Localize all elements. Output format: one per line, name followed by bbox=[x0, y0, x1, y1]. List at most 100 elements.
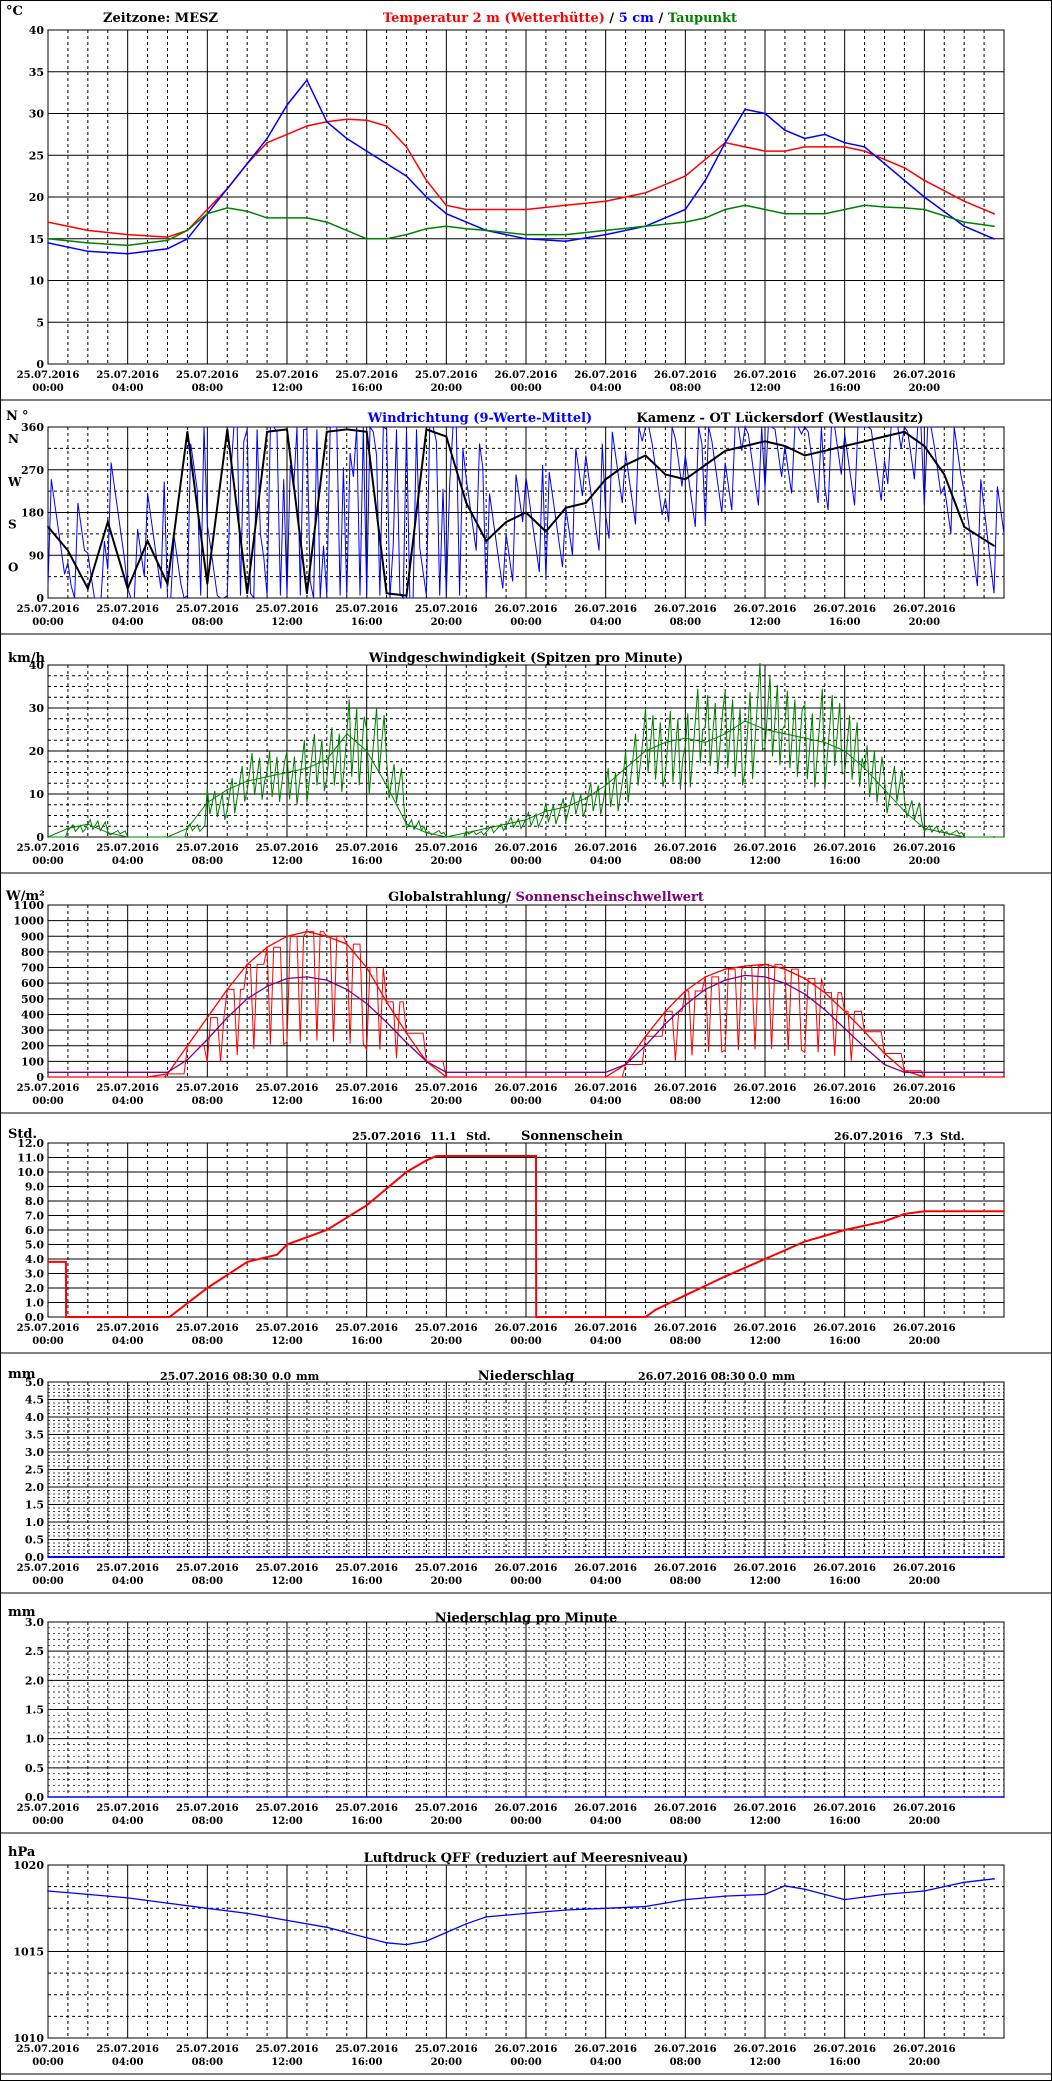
radiation-series-1-point bbox=[684, 990, 687, 992]
series-line-1-point bbox=[863, 150, 866, 152]
wind-direction-mean-line-point bbox=[724, 449, 727, 452]
series-line-2-point bbox=[604, 233, 607, 236]
x-tick-date: 25.07.2016 bbox=[256, 604, 319, 615]
radiation-series-2-point bbox=[325, 979, 328, 981]
x-tick-time: 04:00 bbox=[112, 1096, 144, 1107]
series-line-2-point bbox=[764, 112, 766, 115]
wind-direction-line bbox=[47, 425, 1005, 600]
x-tick-time: 20:00 bbox=[431, 1576, 463, 1587]
wind-direction-mean-line-point bbox=[505, 521, 507, 523]
wind-speed-line-point bbox=[963, 836, 966, 838]
series-line-1-point bbox=[445, 204, 448, 207]
series-line-1-point bbox=[883, 158, 886, 161]
y-tick-label: 2.0 bbox=[25, 1481, 44, 1494]
wind-speed-line-point bbox=[843, 750, 846, 752]
pressure-line-point bbox=[385, 1941, 388, 1944]
series-line-1-point bbox=[644, 191, 647, 194]
radiation-series-2-point bbox=[664, 1022, 667, 1025]
series-line-1-point bbox=[764, 150, 766, 152]
x-tick-time: 00:00 bbox=[32, 1096, 64, 1107]
pressure-line-point bbox=[843, 1898, 846, 1901]
radiation-series-1-point bbox=[206, 1016, 209, 1019]
y-tick-label: 600 bbox=[21, 977, 44, 990]
series-line-3-point bbox=[465, 227, 468, 230]
series-line-3-point bbox=[345, 229, 348, 232]
y-tick-label: 900 bbox=[21, 930, 44, 943]
radiation-series-2-point bbox=[286, 977, 288, 980]
pressure-line-point bbox=[963, 1881, 966, 1884]
series-line-3-point bbox=[604, 229, 607, 232]
pressure-line-point bbox=[883, 1893, 886, 1896]
x-tick-time: 08:00 bbox=[670, 856, 702, 867]
x-tick-time: 12:00 bbox=[271, 1816, 303, 1827]
wind-speed-line-point bbox=[425, 831, 428, 834]
wind-direction-mean-line-point bbox=[286, 428, 288, 431]
y-tick-label: 360 bbox=[21, 421, 44, 434]
y-tick-label: 0 bbox=[36, 831, 44, 844]
chart-title: Luftdruck QFF (reduziert auf Meeresnivea… bbox=[364, 1851, 689, 1866]
radiation-series-1-point bbox=[843, 1010, 846, 1013]
x-tick-time: 08:00 bbox=[192, 617, 224, 628]
radiation-series-2-point bbox=[903, 1071, 906, 1074]
series-line-1-point bbox=[286, 133, 288, 136]
radiation-series-2-point bbox=[604, 1071, 607, 1074]
series-line-2-point bbox=[465, 221, 468, 223]
pressure-line-point bbox=[405, 1943, 408, 1946]
x-tick-time: 16:00 bbox=[829, 2057, 861, 2068]
series-line-3-point bbox=[863, 204, 866, 207]
pressure-line-point bbox=[644, 1905, 647, 1908]
y-tick-label: 300 bbox=[21, 1024, 44, 1037]
x-tick-time: 12:00 bbox=[749, 856, 781, 867]
radiation-series-1-point bbox=[226, 988, 229, 991]
chart-panel-5: 0.01.0 2.03.0 4.05.0 6.07.0 8.09.0 10.011.0 12… bbox=[8, 1127, 1005, 1347]
timezone-label: Zeitzone: MESZ bbox=[103, 11, 218, 26]
series-line-1-point bbox=[425, 179, 428, 182]
y-tick-label: 7.0 bbox=[25, 1210, 44, 1223]
series-line-3-point bbox=[684, 221, 687, 223]
x-tick-date: 26.07.2016 bbox=[893, 1323, 956, 1334]
x-tick-date: 25.07.2016 bbox=[415, 604, 478, 615]
y-unit-label: °C bbox=[6, 4, 23, 19]
x-tick-time: 12:00 bbox=[749, 383, 781, 394]
x-tick-time: 04:00 bbox=[590, 617, 622, 628]
y-unit-label: hPa bbox=[8, 1845, 36, 1860]
wind-direction-mean-line-point bbox=[385, 592, 388, 595]
series-line-1-point bbox=[405, 146, 408, 148]
series-line-2-point bbox=[86, 250, 89, 253]
x-tick-time: 20:00 bbox=[431, 1336, 463, 1347]
x-tick-date: 26.07.2016 bbox=[654, 1803, 717, 1814]
wind-direction-mean-line-point bbox=[803, 454, 806, 457]
series-line-3-point bbox=[47, 237, 49, 240]
precipitation-minute-line-point bbox=[47, 1796, 49, 1798]
wind-speed-line-point bbox=[744, 720, 746, 722]
series-line-3-point bbox=[704, 216, 707, 219]
wind-direction-mean-line-point bbox=[545, 530, 547, 533]
x-tick-date: 25.07.2016 bbox=[96, 604, 159, 615]
series-line-3-point bbox=[365, 237, 368, 240]
chart-title: Windgeschwindigkeit (Spitzen pro Minute) bbox=[368, 651, 683, 666]
chart-panel-2: 0 90 180 270 360 25.07.2016 00:00 25.07.2016 04:… bbox=[6, 409, 1005, 628]
compass-label: W bbox=[7, 475, 22, 489]
x-tick-date: 26.07.2016 bbox=[495, 2044, 558, 2055]
pressure-line-point bbox=[166, 1902, 169, 1904]
wind-speed-line-point bbox=[465, 831, 468, 834]
y-tick-label: 3.5 bbox=[25, 1429, 44, 1442]
x-tick-date: 26.07.2016 bbox=[574, 370, 637, 381]
radiation-series-2-point bbox=[863, 1046, 866, 1049]
x-tick-date: 25.07.2016 bbox=[176, 1323, 239, 1334]
x-tick-date: 25.07.2016 bbox=[17, 1563, 80, 1574]
wind-speed-line-point bbox=[246, 780, 249, 782]
day-total-unit: Std. bbox=[940, 1130, 965, 1143]
x-tick-date: 25.07.2016 bbox=[415, 2044, 478, 2055]
pressure-line-point bbox=[764, 1893, 766, 1896]
x-tick-time: 20:00 bbox=[909, 856, 941, 867]
sunshine-line-point bbox=[425, 1159, 428, 1162]
series-line-2-point bbox=[126, 252, 129, 255]
series-line-3-point bbox=[923, 208, 926, 211]
wind-speed-line-point bbox=[365, 750, 368, 752]
y-tick-label: 30 bbox=[29, 702, 45, 715]
sunshine-line-point bbox=[903, 1213, 906, 1215]
x-tick-time: 20:00 bbox=[431, 383, 463, 394]
chart-panel-1: 0 5 10 15 20 25 30 35 40 25.07.2016 00:00 25.07.201… bbox=[6, 4, 1005, 394]
series-line-1-point bbox=[385, 125, 388, 127]
